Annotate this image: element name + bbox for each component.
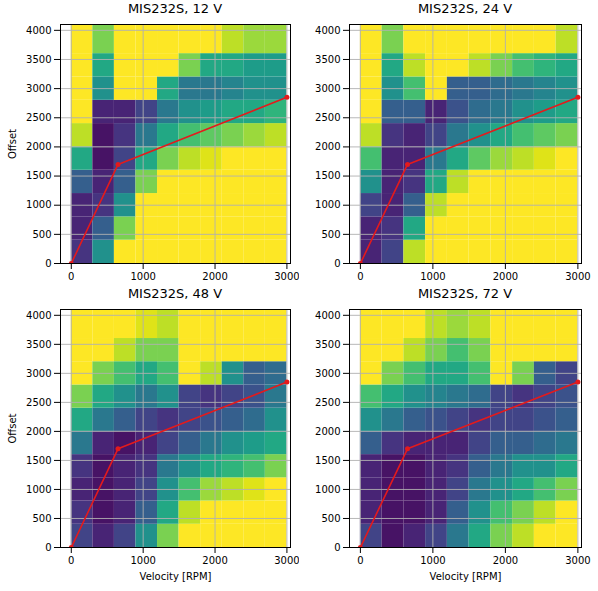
svg-text:2000: 2000 [26,141,51,152]
svg-text:2500: 2500 [26,112,51,123]
svg-text:2000: 2000 [493,555,518,566]
html-text:MIS232S, 24 V: MIS232S, 24 V [417,1,513,16]
svg-text:1000: 1000 [420,271,445,282]
svg-text:3000: 3000 [26,368,51,379]
html-text:MIS232S, 72 V: MIS232S, 72 V [417,286,513,301]
svg-text:2000: 2000 [26,426,51,437]
svg-text:3500: 3500 [26,339,51,350]
svg-text:2000: 2000 [202,555,227,566]
svg-text:0: 0 [357,555,363,566]
svg-text:0: 0 [357,271,363,282]
svg-text:Velocity [RPM]: Velocity [RPM] [430,571,502,582]
svg-text:2500: 2500 [315,112,340,123]
html-text:MIS232S, 48 V: MIS232S, 48 V [127,286,223,301]
svg-text:500: 500 [32,229,51,240]
svg-text:3000: 3000 [315,83,340,94]
svg-text:1500: 1500 [315,455,340,466]
svg-text:3000: 3000 [274,271,299,282]
svg-text:500: 500 [321,513,340,524]
svg-text:2000: 2000 [315,141,340,152]
svg-text:2000: 2000 [202,271,227,282]
svg-text:500: 500 [321,229,340,240]
svg-text:0: 0 [334,258,340,269]
svg-text:0: 0 [45,258,51,269]
svg-text:Velocity [RPM]: Velocity [RPM] [140,571,212,582]
svg-text:2500: 2500 [26,397,51,408]
svg-text:0: 0 [68,555,74,566]
svg-text:3500: 3500 [315,339,340,350]
svg-text:3000: 3000 [565,555,590,566]
svg-text:2500: 2500 [315,397,340,408]
svg-text:Offset: Offset [7,413,18,443]
svg-text:3000: 3000 [565,271,590,282]
svg-text:1000: 1000 [315,484,340,495]
svg-text:1000: 1000 [26,484,51,495]
svg-text:3500: 3500 [315,54,340,65]
svg-text:4000: 4000 [315,310,340,321]
svg-text:0: 0 [45,542,51,553]
svg-text:1000: 1000 [130,555,155,566]
svg-text:4000: 4000 [26,25,51,36]
svg-text:1000: 1000 [26,199,51,210]
svg-text:1000: 1000 [420,555,445,566]
svg-text:4000: 4000 [26,310,51,321]
svg-text:3000: 3000 [315,368,340,379]
svg-text:Offset: Offset [7,129,18,159]
svg-text:1500: 1500 [315,170,340,181]
svg-text:3000: 3000 [274,555,299,566]
svg-text:0: 0 [334,542,340,553]
svg-text:0: 0 [68,271,74,282]
svg-text:1000: 1000 [130,271,155,282]
svg-text:3500: 3500 [26,54,51,65]
svg-text:2000: 2000 [315,426,340,437]
svg-text:500: 500 [32,513,51,524]
svg-text:1500: 1500 [26,170,51,181]
svg-text:1500: 1500 [26,455,51,466]
svg-text:2000: 2000 [493,271,518,282]
svg-text:4000: 4000 [315,25,340,36]
svg-text:3000: 3000 [26,83,51,94]
html-text:MIS232S, 12 V: MIS232S, 12 V [127,1,223,16]
svg-text:1000: 1000 [315,199,340,210]
